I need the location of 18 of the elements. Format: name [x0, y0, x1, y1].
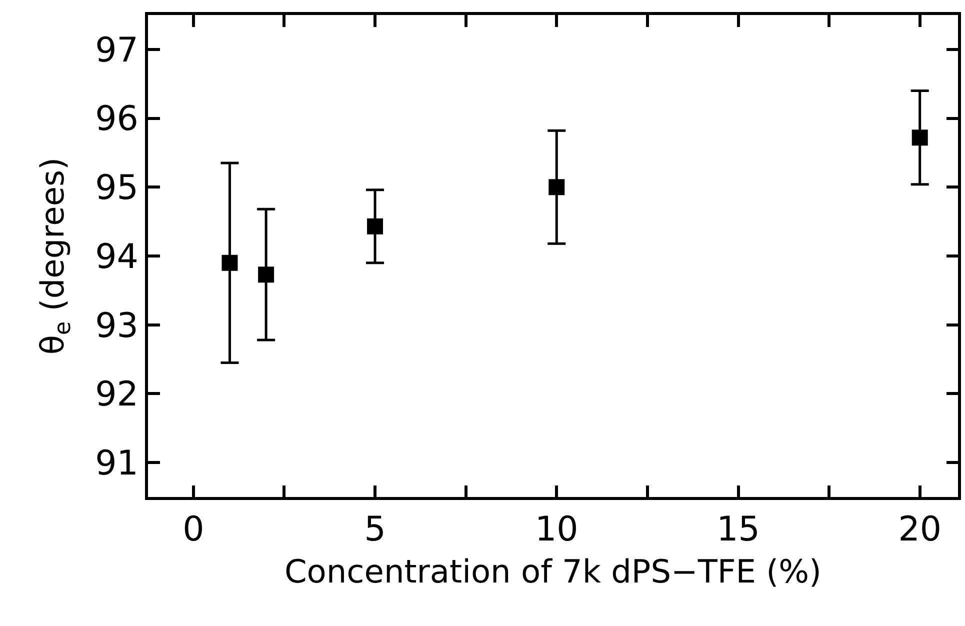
x-tick-label: 5 — [364, 510, 386, 550]
point — [222, 254, 238, 271]
x-axis-title: Concentration of 7k dPS−TFE (%) — [284, 552, 822, 590]
x-tick-label: 15 — [716, 510, 760, 550]
x-tick-label: 10 — [534, 510, 578, 550]
x-tick-label: 20 — [898, 510, 942, 550]
point — [258, 266, 274, 283]
point — [912, 130, 928, 146]
y-tick-label: 94 — [95, 236, 138, 277]
point — [548, 179, 565, 196]
x-tick-label: 0 — [182, 510, 204, 550]
y-tick-label: 91 — [95, 443, 138, 484]
y-tick-label: 95 — [95, 168, 138, 208]
y-tick-label: 93 — [95, 306, 138, 346]
y-tick-label: 92 — [95, 374, 138, 415]
y-tick-label: 96 — [95, 99, 138, 140]
point — [367, 218, 384, 234]
y-tick-label: 97 — [95, 30, 138, 70]
